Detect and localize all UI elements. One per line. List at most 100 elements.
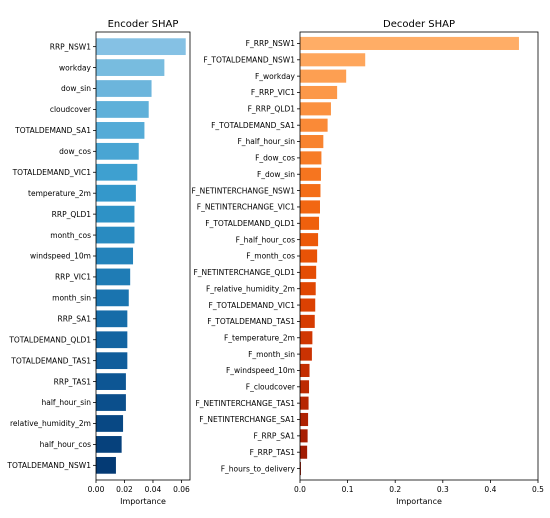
decoder-xtick-label: 0.1: [342, 485, 354, 494]
encoder-ytick-label: dow_cos: [59, 147, 91, 156]
decoder-chart-title: Decoder SHAP: [383, 19, 455, 30]
decoder-ytick-label: F_RRP_QLD1: [248, 105, 296, 114]
encoder-xtick-label: 0.04: [145, 485, 162, 494]
decoder-bar-f-totaldemand-nsw1: [300, 53, 366, 67]
encoder-bar-totaldemand-vic1: [96, 163, 138, 181]
decoder-bar-f-temperature-2m: [300, 331, 313, 345]
encoder-chart-title: Encoder SHAP: [108, 19, 179, 30]
decoder-ytick-label: F_NETINTERCHANGE_QLD1: [193, 268, 295, 277]
encoder-xtick-label: 0.06: [173, 485, 190, 494]
encoder-ytick-label: cloudcover: [50, 105, 92, 114]
decoder-bar-f-half-hour-sin: [300, 135, 324, 149]
encoder-x-axis-label: Importance: [120, 497, 166, 506]
decoder-bar-f-relative-humidity-2m: [300, 282, 316, 296]
encoder-bar-workday: [96, 59, 165, 76]
decoder-ytick-label: F_TOTALDEMAND_NSW1: [203, 55, 295, 64]
decoder-xtick-label: 0.3: [437, 485, 449, 494]
decoder-bar-f-cloudcover: [300, 380, 310, 394]
decoder-bar-f-rrp-nsw1: [300, 36, 519, 50]
encoder-ytick-label: RRP_VIC1: [55, 273, 91, 282]
decoder-ytick-label: F_relative_humidity_2m: [206, 284, 295, 293]
encoder-axes-frame: [95, 31, 191, 481]
decoder-axes-frame: [299, 31, 539, 481]
encoder-ytick-label: TOTALDEMAND_TAS1: [10, 356, 91, 365]
encoder-bar-dow-cos: [96, 142, 139, 160]
encoder-bar-relative-humidity-2m: [96, 415, 124, 432]
decoder-bar-f-rrp-qld1: [300, 102, 331, 116]
decoder-ytick-label: F_dow_cos: [255, 154, 295, 163]
decoder-xtick-label: 0.2: [389, 485, 401, 494]
decoder-bar-f-dow-cos: [300, 151, 322, 165]
decoder-bar-f-netinterchange-tas1: [300, 396, 309, 410]
encoder-ytick-label: half_hour_cos: [40, 440, 91, 449]
decoder-shap-panel: Decoder SHAP F_RRP_NSW1 F_TOTALDEMAND_NSW1…: [192, 19, 545, 506]
decoder-bar-f-month-cos: [300, 249, 318, 263]
encoder-bar-month-sin: [96, 289, 129, 307]
encoder-ytick-label: TOTALDEMAND_SA1: [14, 126, 91, 135]
decoder-ytick-label: F_NETINTERCHANGE_TAS1: [195, 399, 295, 408]
encoder-ytick-label: TOTALDEMAND_QLD1: [8, 335, 91, 344]
decoder-bar-f-windspeed-10m: [300, 363, 310, 377]
encoder-ytick-label: month_cos: [50, 231, 91, 240]
encoder-ytick-label: workday: [59, 63, 92, 72]
encoder-ytick-label: month_sin: [52, 294, 91, 303]
decoder-bar-f-netinterchange-qld1: [300, 265, 317, 279]
decoder-bar-f-totaldemand-tas1: [300, 314, 315, 328]
encoder-ytick-label: dow_sin: [61, 84, 91, 93]
decoder-bar-f-rrp-tas1: [300, 445, 308, 459]
encoder-ytick-label: relative_humidity_2m: [10, 419, 91, 428]
decoder-ytick-label: F_workday: [255, 72, 296, 81]
decoder-ytick-label: F_RRP_SA1: [253, 432, 295, 441]
encoder-bar-windspeed-10m: [96, 247, 134, 265]
decoder-xtick-label: 0.0: [294, 485, 306, 494]
decoder-bar-f-half-hour-cos: [300, 233, 319, 247]
decoder-ytick-label: F_RRP_VIC1: [251, 88, 295, 97]
encoder-ytick-label: temperature_2m: [28, 189, 91, 198]
encoder-bar-half-hour-sin: [96, 394, 126, 411]
decoder-ytick-label: F_TOTALDEMAND_VIC1: [209, 301, 296, 310]
decoder-ytick-label: F_half_hour_cos: [236, 235, 296, 244]
encoder-ytick-label: windspeed_10m: [30, 252, 91, 261]
decoder-ytick-label: F_cloudcover: [246, 383, 296, 392]
encoder-bar-cloudcover: [96, 101, 149, 118]
encoder-bar-totaldemand-qld1: [96, 331, 128, 349]
encoder-bar-rrp-qld1: [96, 205, 135, 223]
encoder-bar-totaldemand-tas1: [96, 352, 128, 370]
decoder-ytick-label: F_TOTALDEMAND_TAS1: [207, 317, 295, 326]
encoder-bar-totaldemand-sa1: [96, 122, 145, 139]
encoder-bar-dow-sin: [96, 80, 152, 97]
decoder-bar-f-month-sin: [300, 347, 312, 361]
decoder-bar-f-netinterchange-nsw1: [300, 184, 321, 198]
decoder-ytick-label: F_dow_sin: [257, 170, 295, 179]
decoder-ytick-label: F_hours_to_delivery: [221, 464, 296, 473]
decoder-bar-f-totaldemand-vic1: [300, 298, 316, 312]
decoder-x-axis-label: Importance: [396, 497, 442, 506]
decoder-xtick-label: 0.5: [532, 485, 544, 494]
encoder-ytick-label: RRP_NSW1: [50, 42, 91, 51]
encoder-xtick-label: 0.02: [116, 485, 133, 494]
decoder-bar-f-rrp-vic1: [300, 85, 338, 100]
encoder-bar-month-cos: [96, 226, 135, 244]
decoder-bar-f-workday: [300, 69, 347, 83]
encoder-bar-rrp-vic1: [96, 268, 131, 286]
decoder-ytick-label: F_TOTALDEMAND_SA1: [211, 121, 295, 130]
decoder-ytick-label: F_TOTALDEMAND_QLD1: [205, 219, 295, 228]
decoder-bar-f-hours-to-delivery: [300, 462, 301, 476]
decoder-ytick-label: F_temperature_2m: [224, 333, 295, 342]
decoder-bar-f-rrp-sa1: [300, 429, 308, 443]
decoder-xtick-label: 0.4: [484, 485, 496, 494]
decoder-ytick-label: F_month_cos: [246, 252, 295, 261]
decoder-ytick-label: F_NETINTERCHANGE_SA1: [199, 415, 295, 424]
decoder-ytick-label: F_RRP_NSW1: [246, 39, 296, 48]
encoder-ytick-label: TOTALDEMAND_NSW1: [6, 461, 91, 470]
encoder-xtick-label: 0.00: [88, 485, 105, 494]
encoder-ytick-label: half_hour_sin: [42, 398, 92, 407]
encoder-bar-rrp-sa1: [96, 310, 128, 328]
encoder-bar-half-hour-cos: [96, 436, 122, 453]
decoder-ytick-label: F_half_hour_sin: [237, 137, 295, 146]
decoder-bar-f-netinterchange-sa1: [300, 412, 309, 427]
encoder-bar-rrp-tas1: [96, 373, 126, 390]
decoder-ytick-label: F_NETINTERCHANGE_VIC1: [197, 203, 295, 212]
